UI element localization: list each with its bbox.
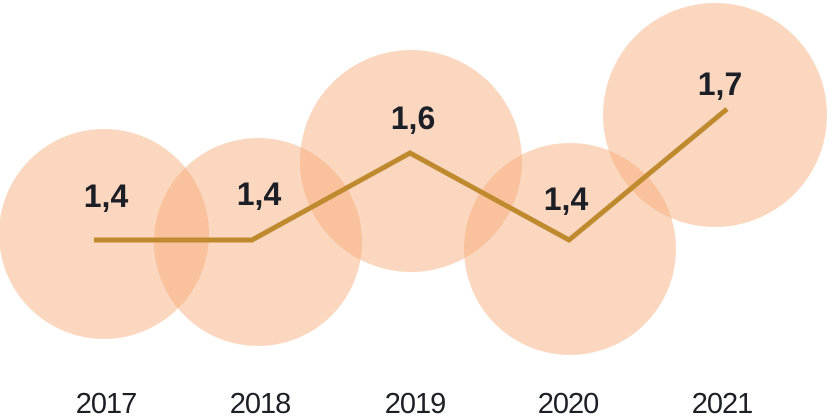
value-label-2017: 1,4 bbox=[84, 178, 129, 214]
x-axis-label-2019: 2019 bbox=[385, 388, 446, 420]
trend-line bbox=[94, 107, 729, 244]
x-axis-label-2020: 2020 bbox=[538, 388, 599, 420]
value-label-2021: 1,7 bbox=[698, 66, 742, 102]
bubble-2018 bbox=[154, 138, 362, 346]
x-axis-label-2021: 2021 bbox=[692, 388, 753, 420]
x-axis-label-2017: 2017 bbox=[76, 388, 137, 420]
value-label-2018: 1,4 bbox=[237, 176, 282, 212]
value-label-group: 1,4 1,4 1,6 1,4 1,7 bbox=[84, 66, 742, 217]
x-axis-label-2018: 2018 bbox=[230, 388, 291, 420]
value-label-2019: 1,6 bbox=[391, 100, 435, 136]
bubble-2021 bbox=[603, 3, 827, 227]
x-axis-label-group: 2017 2018 2019 2020 2021 bbox=[76, 388, 754, 420]
bubble-2019 bbox=[300, 50, 522, 272]
bubble-group bbox=[0, 3, 827, 355]
value-label-2020: 1,4 bbox=[544, 181, 589, 217]
bubble-2017 bbox=[0, 129, 209, 339]
